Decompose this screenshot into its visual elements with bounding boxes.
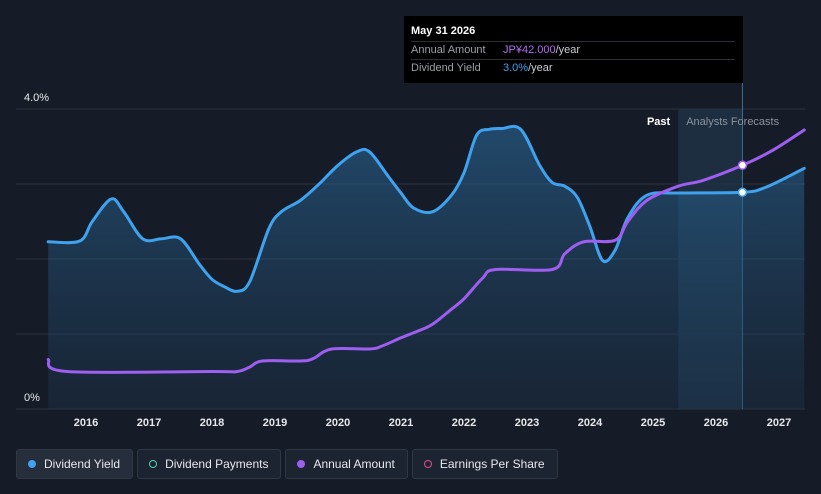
tooltip-dividend-yield-unit: /year: [528, 62, 553, 74]
x-tick-label: 2018: [200, 417, 224, 429]
tooltip-dividend-yield-row: Dividend Yield 3.0% /year: [411, 59, 735, 77]
tooltip-annual-amount-row: Annual Amount JP¥42.000 /year: [411, 41, 735, 59]
y-tick-label: 0%: [24, 392, 40, 404]
x-tick-label: 2019: [263, 417, 287, 429]
legend-annual-amount-dot-icon: [297, 460, 306, 468]
tooltip-annual-amount-value: JP¥42.000: [503, 44, 556, 56]
legend-earnings-per-share[interactable]: Earnings Per Share: [411, 449, 558, 479]
annual-amount-hover-marker: [737, 160, 748, 170]
legend-dividend-yield[interactable]: Dividend Yield: [16, 449, 134, 479]
tooltip-dividend-yield-label: Dividend Yield: [411, 62, 481, 74]
y-tick-label: 4.0%: [24, 92, 49, 104]
dividend-yield-hover-marker: [737, 187, 748, 197]
x-tick-label: 2026: [704, 417, 728, 429]
legend-dividend-payments[interactable]: Dividend Payments: [137, 449, 282, 479]
legend-earnings-per-share-ring-icon: [423, 460, 432, 468]
legend-annual-amount[interactable]: Annual Amount: [285, 449, 408, 479]
x-tick-label: 2016: [74, 417, 98, 429]
annual-amount-line: [46, 128, 806, 374]
x-tick-label: 2025: [641, 417, 665, 429]
legend-dividend-yield-label: Dividend Yield: [44, 457, 121, 471]
x-tick-label: 2020: [326, 417, 350, 429]
legend-dividend-payments-ring-icon: [149, 460, 158, 468]
legend-dividend-payments-label: Dividend Payments: [165, 457, 269, 471]
analysts-forecasts-label: Analysts Forecasts: [686, 116, 779, 128]
legend-annual-amount-label: Annual Amount: [313, 457, 395, 471]
past-label: Past: [647, 116, 671, 128]
tooltip-annual-amount-label: Annual Amount: [411, 44, 486, 56]
tooltip-dividend-yield-value: 3.0%: [503, 62, 529, 74]
x-tick-label: 2023: [515, 417, 539, 429]
legend-earnings-per-share-label: Earnings Per Share: [439, 457, 545, 471]
chart-legend: Dividend Yield Dividend Payments Annual …: [16, 449, 558, 479]
x-tick-label: 2024: [578, 417, 603, 429]
legend-dividend-yield-dot-icon: [28, 460, 36, 468]
dividend-yield-area: [48, 126, 805, 410]
chart-tooltip: May 31 2026 Annual Amount JP¥42.000 /yea…: [404, 16, 743, 83]
x-tick-label: 2022: [452, 417, 476, 429]
x-tick-label: 2017: [137, 417, 161, 429]
tooltip-annual-amount-unit: /year: [555, 44, 581, 56]
tooltip-date: May 31 2026: [411, 25, 476, 37]
dividend-yield-line: [46, 124, 806, 293]
x-tick-label: 2027: [767, 417, 791, 429]
dividend-chart: 0% 4.0% 2016 2017 2018 2019 2020 2021 2022 2023 20…: [16, 16, 806, 429]
x-tick-label: 2021: [389, 417, 413, 429]
